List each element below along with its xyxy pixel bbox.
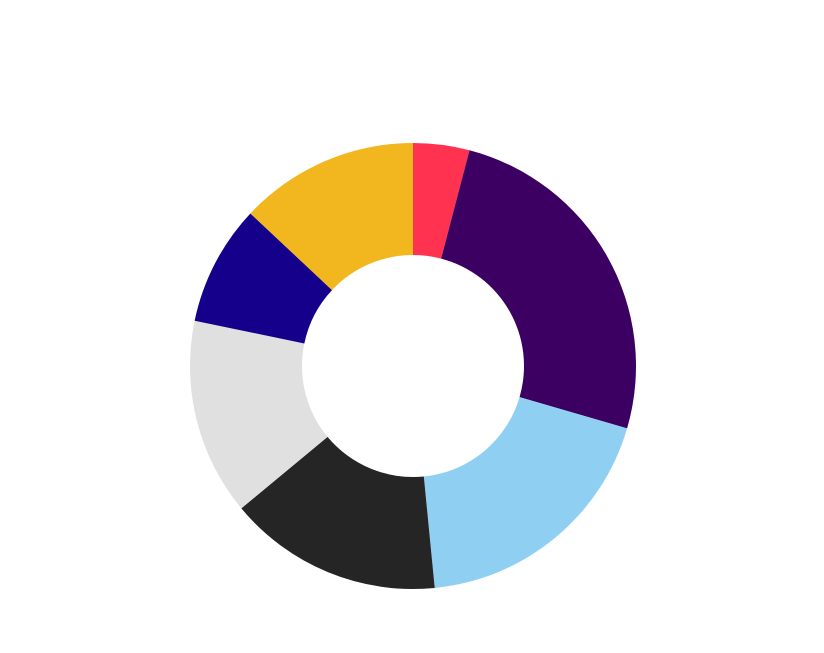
donut-slice-4 <box>241 436 435 589</box>
donut-slice-3 <box>423 397 628 588</box>
slice-group <box>189 143 637 589</box>
donut-slice-7 <box>250 143 413 291</box>
donut-slice-5 <box>189 320 328 509</box>
donut-slice-2 <box>441 150 637 429</box>
donut-slice-6 <box>194 213 333 344</box>
donut-slice-1 <box>413 143 470 259</box>
